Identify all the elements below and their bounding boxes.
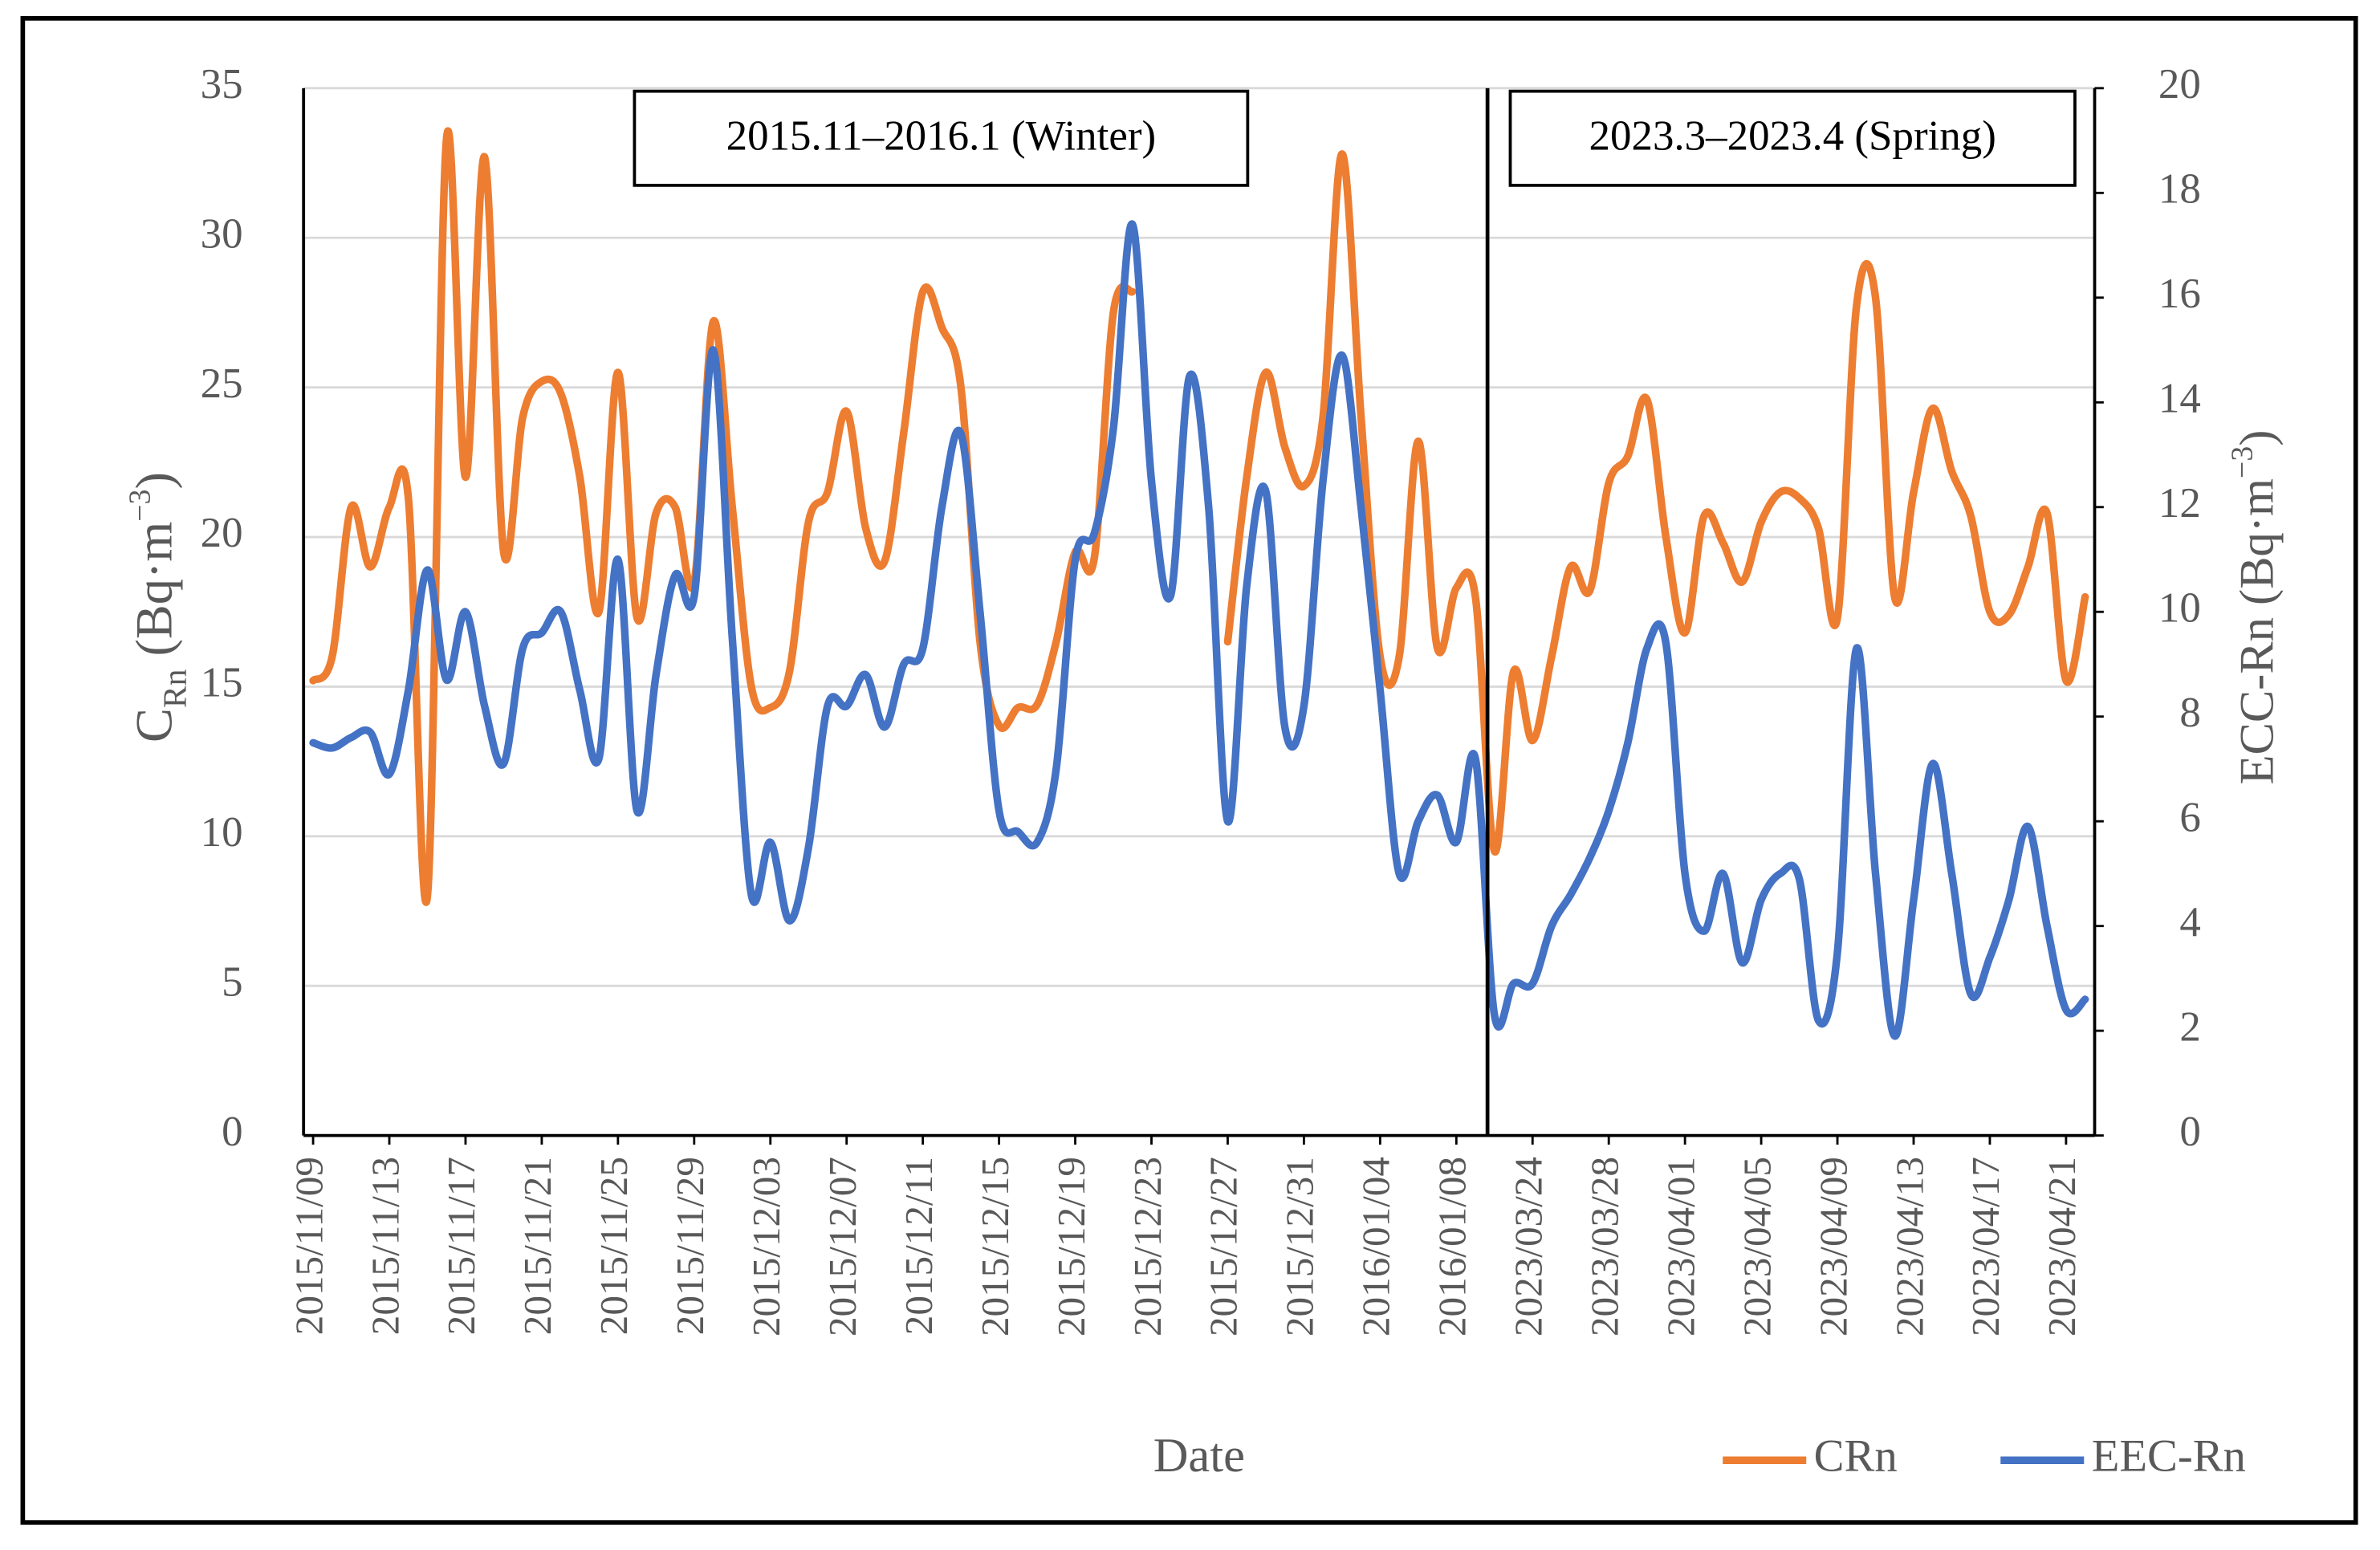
x-tick-label: 2016/01/08 [1430, 1157, 1475, 1336]
y-tick-label: 35 [201, 61, 243, 108]
x-tick-label: 2015/12/11 [897, 1157, 941, 1335]
y2-label-sup: −3 [2225, 446, 2259, 478]
y2-tick-label: 10 [2158, 584, 2201, 631]
annotation: 2023.3–2023.4 (Spring) [1589, 112, 1996, 159]
y2-tick-label: 20 [2158, 61, 2201, 108]
y-label-sup: −3 [123, 489, 157, 521]
x-tick-label: 2023/04/01 [1658, 1157, 1703, 1336]
x-tick-label: 2015/12/19 [1049, 1157, 1093, 1336]
y2-tick-label: 2 [2179, 1003, 2200, 1050]
x-tick-label: 2015/11/13 [363, 1157, 407, 1335]
y-axis-label: CRn (Bq·m−3) [123, 472, 193, 742]
frame [20, 16, 2358, 1525]
y-label-part: (Bq·m [125, 522, 182, 669]
x-tick-label: 2015/11/17 [439, 1157, 483, 1335]
y-label-part: C [125, 708, 182, 742]
y-label-part: ) [125, 472, 182, 489]
x-tick-label: 2023/03/28 [1582, 1157, 1626, 1336]
y-tick-label: 20 [201, 510, 243, 556]
y-tick-label: 25 [201, 360, 243, 407]
series-line [309, 220, 2089, 1040]
x-tick-label: 2023/04/05 [1735, 1157, 1779, 1336]
x-tick-label: 2015/12/03 [744, 1157, 788, 1336]
x-axis-label: Date [1153, 1429, 1245, 1483]
legend-label: EEC-Rn [2092, 1430, 2246, 1481]
x-tick-label: 2015/12/07 [820, 1157, 865, 1336]
y2-tick-label: 18 [2158, 165, 2201, 212]
y2-tick-label: 16 [2158, 271, 2201, 317]
x-tick-label: 2015/11/29 [668, 1157, 712, 1335]
y2-label-part: ) [2230, 430, 2284, 446]
y2-tick-label: 0 [2179, 1109, 2200, 1155]
annotation-box [633, 89, 1250, 187]
y2-axis-label: ECC-Rn (Bq·m−3) [2225, 430, 2284, 785]
x-tick-label: 2023/04/21 [2040, 1157, 2084, 1336]
x-tick-label: 2023/04/09 [1811, 1157, 1855, 1336]
x-tick-label: 2023/04/17 [1963, 1157, 2008, 1336]
y-tick-label: 0 [222, 1109, 242, 1155]
series-line [1223, 150, 2089, 856]
x-tick-label: 2023/03/24 [1507, 1157, 1551, 1336]
annotation-box [1508, 89, 2077, 187]
x-tick-label: 2015/12/31 [1278, 1157, 1322, 1336]
y2-label-part: ECC-Rn (Bq·m [2230, 478, 2284, 785]
x-tick-label: 2016/01/04 [1354, 1157, 1398, 1336]
y-tick-label: 15 [201, 660, 243, 706]
annotation: 2015.11–2016.1 (Winter) [726, 112, 1156, 159]
y2-tick-label: 14 [2158, 375, 2201, 421]
y2-tick-label: 8 [2179, 690, 2200, 736]
y-label-sub: Rn [156, 669, 193, 708]
x-tick-label: 2015/12/27 [1202, 1157, 1246, 1336]
y-tick-label: 30 [201, 210, 243, 257]
x-tick-label: 2015/12/23 [1125, 1157, 1170, 1336]
y-tick-label: 10 [201, 809, 243, 856]
lines [309, 127, 2089, 1040]
y2-tick-label: 12 [2158, 480, 2201, 527]
x-tick-label: 2015/11/09 [287, 1157, 331, 1335]
y2-tick-label: 6 [2179, 794, 2200, 840]
legend-label: CRn [1814, 1430, 1898, 1481]
x-tick-label: 2023/04/13 [1887, 1157, 1931, 1336]
x-tick-label: 2015/11/21 [515, 1157, 559, 1335]
y-tick-label: 5 [222, 958, 242, 1005]
y2-tick-label: 4 [2179, 899, 2200, 946]
x-tick-label: 2015/12/15 [973, 1157, 1017, 1336]
x-tick-label: 2015/11/25 [592, 1157, 636, 1335]
